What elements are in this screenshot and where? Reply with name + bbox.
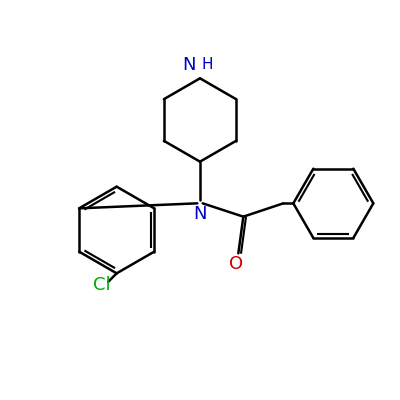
Text: Cl: Cl — [93, 276, 110, 294]
Text: N: N — [182, 56, 196, 74]
Text: N: N — [193, 205, 207, 223]
Text: H: H — [202, 57, 213, 72]
Text: O: O — [229, 255, 243, 273]
